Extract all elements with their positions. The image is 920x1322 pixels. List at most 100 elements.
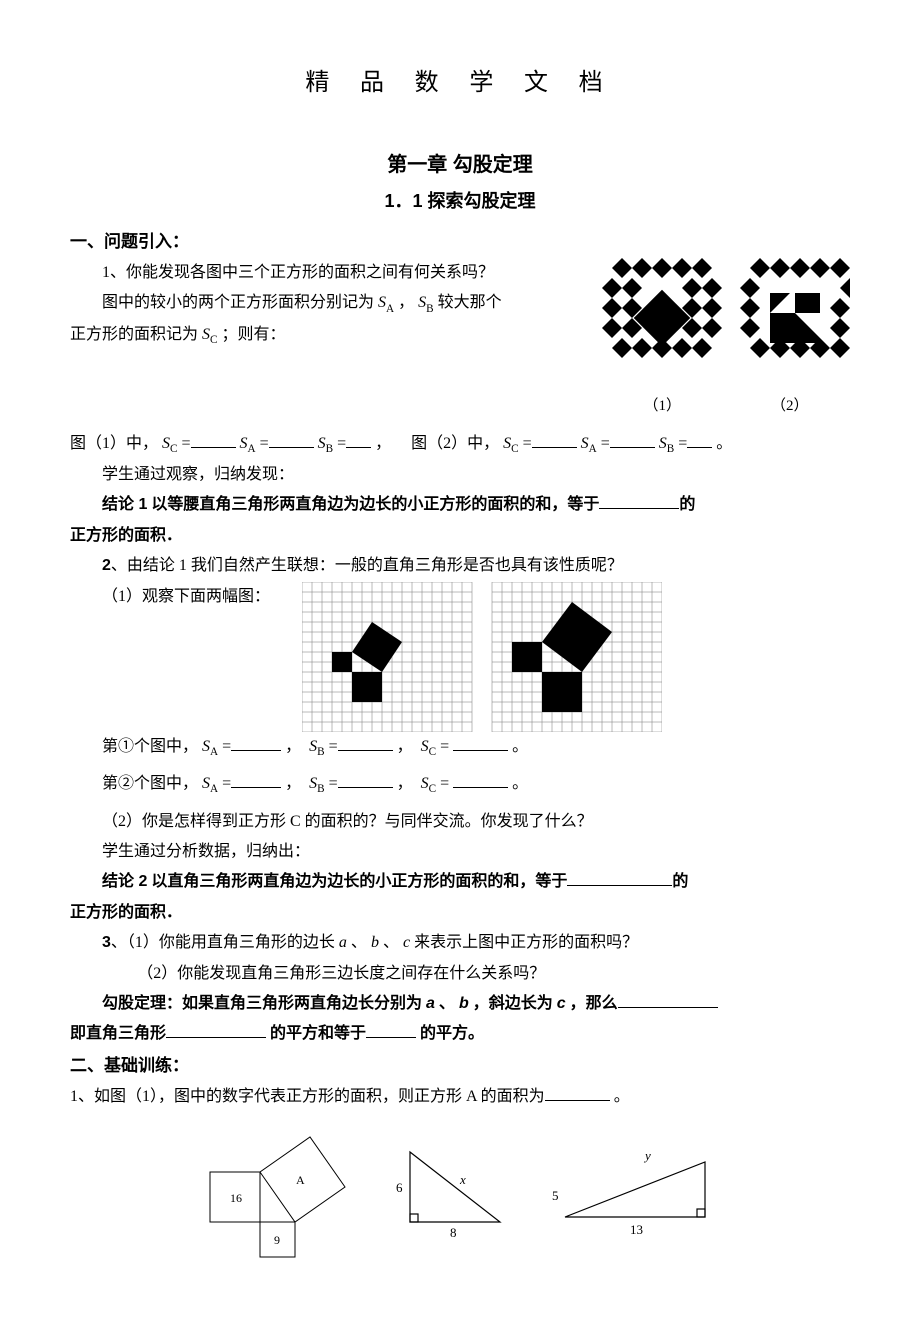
sym-SC: SC (503, 435, 518, 452)
eq: = (181, 435, 190, 452)
sym-SC: SC (421, 738, 436, 755)
conclusion2-text3: 正方形的面积． (70, 904, 182, 921)
sym-SA: SA (202, 775, 218, 792)
q3-bold: 3 (102, 934, 111, 951)
text: ，斜边长为 (473, 995, 553, 1012)
blank (269, 431, 314, 448)
sym-SB: SB (659, 435, 674, 452)
sym-SB: SB (318, 435, 333, 452)
q1-block: 1、你能发现各图中三个正方形的面积之间有何关系吗？ 图中的较小的两个正方形面积分… (70, 258, 850, 421)
sym-SC: SC (202, 326, 217, 343)
label-16: 16 (230, 1191, 242, 1205)
conclusion1-text2: 的 (679, 496, 695, 513)
q1-line1: 1、你能发现各图中三个正方形的面积之间有何关系吗？ (70, 258, 602, 288)
eq: = (440, 775, 449, 792)
sym-SC: SC (162, 435, 177, 452)
sym-b: b (459, 995, 469, 1012)
sym-a: a (339, 934, 347, 951)
label-y: y (643, 1148, 651, 1163)
sym-SB: SB (418, 294, 433, 311)
comma: ， (397, 738, 413, 755)
section-title: 1．1 探索勾股定理 (70, 184, 850, 218)
q2-row2: 第②个图中， SA = ， SB = ， SC = 。 (70, 769, 850, 800)
blank (231, 734, 281, 751)
text: ；则有： (221, 326, 285, 343)
blank (545, 1084, 610, 1101)
comma: ， (397, 775, 413, 792)
text: 图（2）中， (411, 435, 499, 452)
conclusion1-label: 结论 1 (70, 490, 147, 520)
q2-sub2: （2）你是怎样得到正方形 C 的面积的？与同伴交流。你发现了什么？ (70, 807, 850, 837)
label-13: 13 (630, 1222, 643, 1237)
observe-line: 学生通过观察，归纳发现： (70, 460, 850, 490)
theorem-text2b: 的平方和等于 (270, 1025, 366, 1042)
text: ， (398, 294, 414, 311)
eq: = (337, 435, 346, 452)
conclusion2: 结论 2 以直角三角形两直角边为边长的小正方形的面积的和，等于的 正方形的面积． (70, 867, 850, 928)
text: 第②个图中， (102, 775, 198, 792)
label-5b: 5 (552, 1188, 559, 1203)
blank (453, 771, 508, 788)
analyze-line: 学生通过分析数据，归纳出： (70, 837, 850, 867)
grid-figures (302, 582, 662, 732)
figure-1 (602, 258, 722, 368)
eq: = (523, 435, 532, 452)
q2-line1: 2、由结论 1 我们自然产生联想：一般的直角三角形是否也具有该性质呢？ (70, 551, 850, 581)
q2-sub1: （1）观察下面两幅图： (102, 582, 302, 612)
eq: = (222, 738, 231, 755)
q1-line2: 图中的较小的两个正方形面积分别记为 SA ， SB 较大那个 (70, 288, 602, 319)
sym-SA: SA (240, 435, 256, 452)
sym-SB: SB (309, 738, 324, 755)
eq: = (329, 738, 338, 755)
blank (599, 492, 679, 509)
figure-2 (740, 258, 850, 368)
sym-c: c (557, 995, 566, 1012)
fig2-caption: （2） (771, 392, 809, 421)
figure-triangle-1: 6 8 x (390, 1142, 520, 1242)
sym-a: a (426, 995, 435, 1012)
label-8: 8 (450, 1225, 457, 1240)
theorem: 勾股定理：如果直角三角形两直角边长分别为 a 、 b ，斜边长为 c ，那么 即… (70, 989, 850, 1050)
conclusion1-text3: 正方形的面积． (70, 527, 182, 544)
blank (532, 431, 577, 448)
q3-line2: （2）你能发现直角三角形三边长度之间存在什么关系吗？ (70, 959, 850, 989)
label-x: x (459, 1172, 466, 1187)
q2-row1: 第①个图中， SA = ， SB = ， SC = 。 (70, 732, 850, 763)
q2-figures-row: （1）观察下面两幅图： (70, 582, 850, 732)
conclusion2-label: 结论 2 (70, 867, 147, 897)
chapter-title: 第一章 勾股定理 (70, 146, 850, 184)
comma: ， (375, 435, 391, 452)
blank (231, 771, 281, 788)
doc-header: 精 品 数 学 文 档 (70, 60, 850, 106)
blank (166, 1021, 266, 1038)
label-6: 6 (396, 1180, 403, 1195)
label-9: 9 (274, 1233, 280, 1247)
blank (338, 734, 393, 751)
text: 第①个图中， (102, 738, 198, 755)
text: 、（1）你能用直角三角形的边长 (111, 934, 335, 951)
part1-heading: 一、问题引入： (70, 226, 850, 258)
eq: = (260, 435, 269, 452)
conclusion1: 结论 1 以等腰直角三角形两直角边为边长的小正方形的面积的和，等于 的 正方形的面… (70, 490, 850, 551)
sym-SB: SB (309, 775, 324, 792)
figure-triangle-2: 5 13 y (550, 1142, 720, 1242)
blank (338, 771, 393, 788)
eq: = (678, 435, 687, 452)
text: 较大那个 (438, 294, 502, 311)
sep: 、 (439, 995, 455, 1012)
blank (366, 1021, 416, 1038)
blank (346, 431, 371, 448)
period: 。 (716, 435, 732, 452)
q3-line1: 3、（1）你能用直角三角形的边长 a 、 b 、 c 来表示上图中正方形的面积吗… (70, 928, 850, 958)
blank (610, 431, 655, 448)
blank (453, 734, 508, 751)
text: ，那么 (570, 995, 618, 1012)
text: 。 (610, 1088, 630, 1105)
part2-heading: 二、基础训练： (70, 1050, 850, 1082)
conclusion1-text1: 以等腰直角三角形两直角边为边长的小正方形的面积的和，等于 (151, 496, 599, 513)
text: 、由结论 1 我们自然产生联想：一般的直角三角形是否也具有该性质呢？ (111, 557, 623, 574)
period: 。 (512, 738, 528, 755)
q2-bold: 2 (102, 557, 111, 574)
bottom-figures: 16 9 A 6 8 x 5 13 y (70, 1122, 850, 1262)
sym-SC: SC (421, 775, 436, 792)
